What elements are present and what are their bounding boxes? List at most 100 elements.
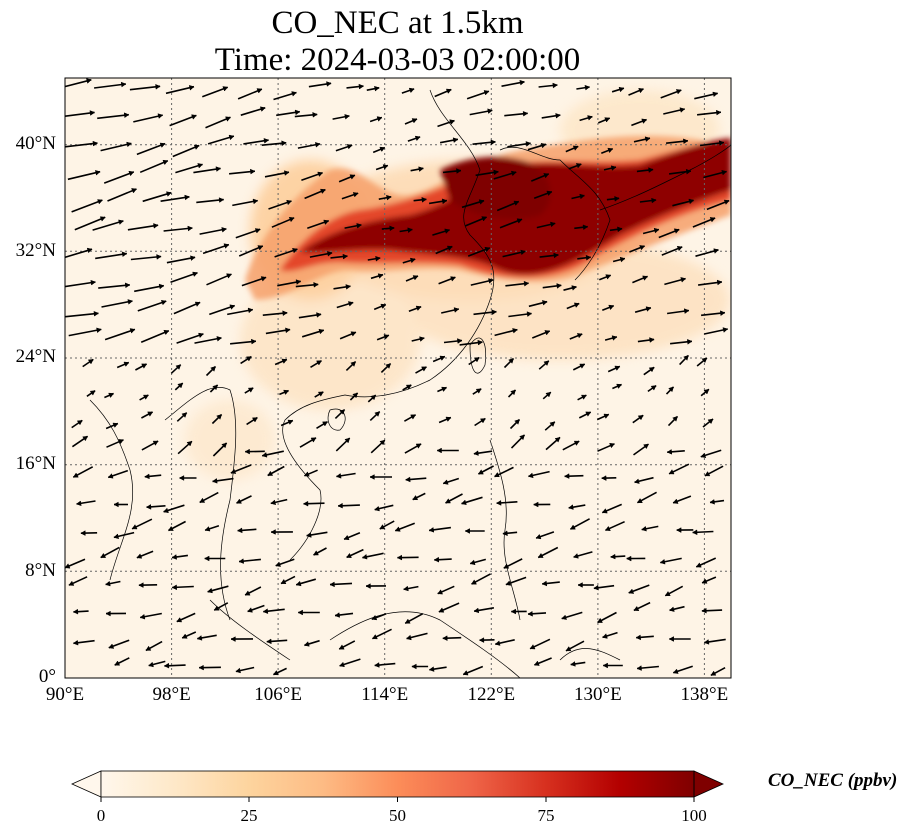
wind-arrow-head	[537, 552, 544, 558]
wind-arrow-head	[668, 469, 675, 475]
wind-arrow-head	[139, 613, 146, 620]
wind-arrow-head	[123, 112, 130, 119]
wind-arrow-head	[218, 197, 225, 203]
wind-arrow-head	[338, 644, 345, 650]
wind-arrow-head	[403, 585, 409, 592]
wind-arrow-head	[720, 310, 726, 317]
wind-arrow	[142, 191, 172, 203]
wind-arrow-head	[569, 524, 576, 530]
wind-arrow-head	[148, 661, 154, 668]
wind-arrow-head	[704, 471, 711, 477]
wind-arrow-head	[607, 147, 614, 154]
wind-arrow-head	[371, 614, 378, 621]
wind-arrow-head	[641, 118, 648, 124]
wind-arrow-head	[522, 111, 529, 117]
wind-arrow-head	[554, 437, 561, 443]
wind-arrow-head	[92, 140, 99, 147]
wind-arrow-head	[415, 305, 422, 311]
wind-arrow-head	[636, 498, 643, 503]
wind-arrow-head	[352, 392, 358, 399]
wind-arrow-head	[89, 390, 96, 396]
wind-arrow-head	[565, 646, 572, 652]
colorbar-tick-75: 75	[537, 806, 555, 825]
wind-arrow-head	[147, 411, 154, 417]
wind-arrow-head	[568, 504, 574, 510]
wind-arrow-head	[519, 79, 526, 86]
wind-arrow-head	[160, 299, 167, 306]
wind-arrow-head	[668, 606, 675, 612]
wind-arrow-head	[244, 590, 251, 596]
wind-arrow-head	[452, 137, 459, 143]
wind-arrow	[130, 255, 162, 261]
wind-arrow-head	[197, 163, 204, 169]
wind-arrow-head	[335, 473, 342, 479]
wind-arrow-head	[235, 667, 241, 674]
wind-arrow-head	[76, 420, 83, 426]
wind-arrow-head	[163, 662, 170, 669]
wind-arrow-head	[316, 360, 322, 366]
wind-arrow	[137, 300, 167, 312]
wind-arrow-head	[114, 660, 121, 666]
wind-arrow-head	[679, 107, 686, 113]
wind-arrow-head	[247, 387, 254, 393]
wind-arrow-head	[616, 383, 623, 389]
wind-arrow-head	[352, 192, 359, 198]
wind-arrow-head	[194, 301, 201, 307]
wind-arrow	[100, 142, 132, 152]
wind-arrow-head	[187, 225, 193, 232]
wind-arrow-head	[544, 330, 551, 336]
wind-arrow-head	[177, 382, 184, 389]
wind-arrow	[101, 300, 133, 308]
wind-arrow-head	[123, 361, 130, 367]
wind-arrow-head	[380, 303, 387, 309]
wind-arrow-head	[257, 245, 264, 251]
wind-arrow-head	[379, 146, 386, 152]
colorbar-extend-max	[693, 770, 724, 798]
wind-arrow-head	[405, 476, 411, 483]
wind-arrow-head	[108, 392, 115, 398]
wind-arrow-head	[198, 664, 204, 671]
wind-arrow-head	[604, 117, 611, 123]
wind-arrow-head	[502, 530, 508, 537]
wind-arrow-head	[72, 608, 79, 615]
wind-arrow-head	[97, 199, 103, 205]
wind-arrow-head	[437, 589, 443, 595]
wind-arrow-head	[283, 170, 290, 176]
wind-arrow-head	[722, 327, 729, 333]
wind-arrow-head	[153, 223, 159, 229]
wind-arrow-head	[692, 529, 698, 536]
lon-tick-138e: 138°E	[680, 684, 729, 705]
wind-arrow-head	[617, 226, 623, 233]
wind-arrow-head	[461, 499, 467, 506]
wind-arrow-head	[601, 508, 608, 514]
wind-arrow-head	[350, 331, 357, 337]
wind-arrow-head	[87, 359, 94, 365]
wind-arrow-head	[252, 198, 259, 205]
wind-arrow-head	[564, 473, 570, 479]
lat-tick-0: 0°	[38, 666, 56, 687]
wind-arrow-head	[204, 526, 211, 532]
wind-arrow-head	[244, 448, 250, 455]
wind-arrow-head	[462, 670, 469, 676]
wind-arrow-head	[552, 82, 558, 89]
wind-arrow-head	[436, 447, 442, 454]
wind-arrow-head	[225, 116, 231, 122]
wind-arrow-head	[441, 386, 448, 392]
wind-arrow-head	[481, 216, 488, 222]
wind-arrow-head	[695, 562, 702, 568]
wind-arrow-head	[469, 559, 476, 566]
wind-arrow-head	[491, 309, 498, 316]
wind-arrow-head	[611, 335, 618, 341]
wind-arrow-head	[178, 475, 185, 481]
lon-tick-90e: 90°E	[45, 684, 85, 705]
wind-arrow-head	[527, 610, 533, 617]
wind-arrow-head	[421, 366, 427, 372]
wind-arrow-head	[142, 394, 149, 400]
wind-arrow-head	[635, 634, 641, 641]
wind-arrow-head	[238, 558, 244, 564]
wind-arrow-head	[93, 311, 100, 317]
wind-arrow-head	[222, 86, 229, 92]
wind-arrow-head	[196, 635, 203, 641]
wind-arrow-head	[673, 228, 680, 234]
wind-arrow-head	[710, 670, 717, 676]
